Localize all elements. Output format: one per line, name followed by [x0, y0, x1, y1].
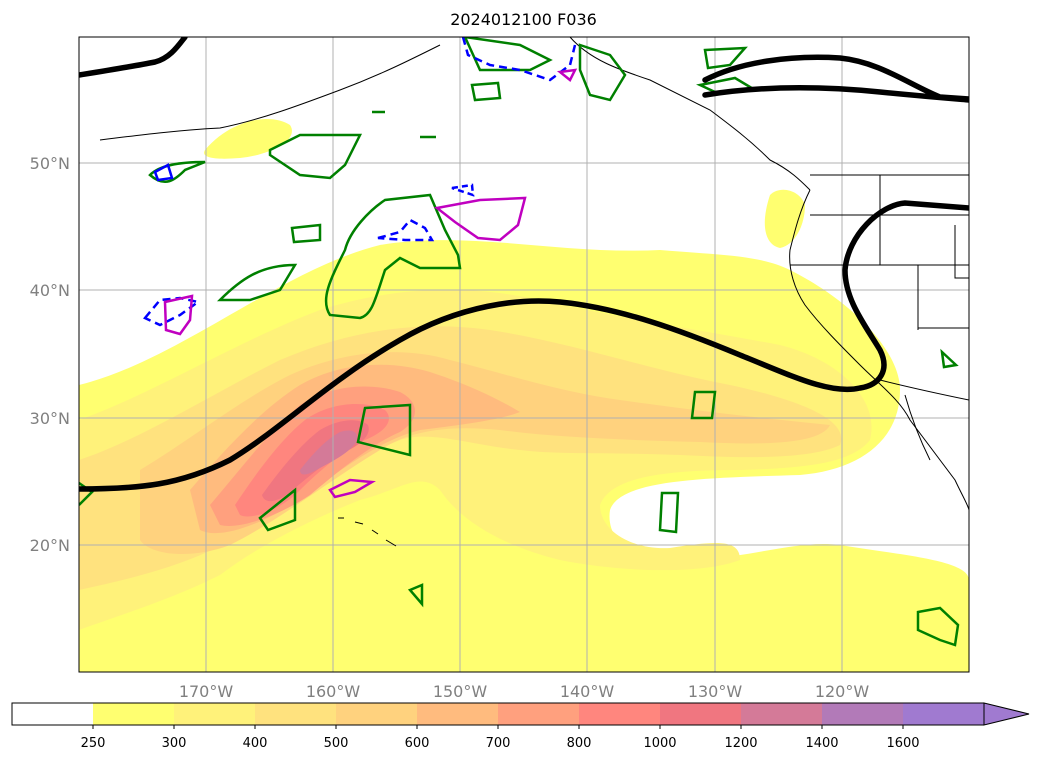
colorbar-segment [12, 703, 94, 725]
colorbar-tick-label: 300 [162, 736, 187, 751]
green-contour-4 [290, 223, 322, 244]
lon-label: 140°W [560, 682, 615, 701]
green-contour-16 [407, 583, 424, 608]
colorbar-segment [903, 703, 984, 725]
map-title: 2024012100 F036 [450, 10, 597, 29]
lon-labels: 170°W 160°W 150°W 140°W 130°W 120°W [179, 682, 870, 701]
green-contour-18 [79, 481, 94, 506]
baja-california [904, 394, 931, 461]
colorbar-segment [498, 703, 580, 725]
lon-label: 150°W [433, 682, 488, 701]
green-contour-8 [578, 43, 627, 102]
green-contour-9 [703, 46, 748, 70]
thick-contour-main [79, 200, 969, 492]
magenta-contours [163, 68, 578, 499]
gridlines [79, 37, 969, 672]
lat-label: 30°N [30, 409, 70, 428]
green-contours [79, 37, 960, 647]
colorbar-tick-label: 500 [324, 736, 349, 751]
colorbar-segment [336, 703, 418, 725]
colorbar-tick-label: 250 [81, 736, 106, 751]
alaska-coast [569, 37, 811, 191]
thick-contour-north [702, 54, 969, 102]
colorbar-extend-arrow [983, 702, 1030, 726]
blue-solid-1 [153, 163, 174, 182]
map-frame [78, 36, 970, 673]
colorbar-segment [579, 703, 661, 725]
thick-contour-north-2 [702, 85, 969, 103]
thick-contours [79, 37, 969, 492]
magenta-contour-3 [328, 478, 376, 499]
colorbar-segment [660, 703, 742, 725]
green-contour-12 [258, 487, 297, 532]
magenta-contour-1 [434, 196, 527, 242]
lat-label: 50°N [30, 154, 70, 173]
green-contour-11 [356, 403, 412, 457]
green-contour-7 [470, 81, 502, 102]
us-state-lines [790, 174, 969, 330]
lon-label: 160°W [306, 682, 361, 701]
hawaii-islands [338, 517, 397, 547]
mexico-border [879, 379, 969, 401]
green-contour-14 [658, 491, 680, 534]
aleutian-islands [99, 44, 441, 141]
blue-dashed-1 [461, 37, 577, 82]
green-contour-6 [463, 37, 553, 72]
thick-contour-nw [79, 37, 188, 78]
colorbar-tick-label: 400 [243, 736, 268, 751]
green-contour-1 [268, 133, 363, 180]
lon-label: 130°W [688, 682, 743, 701]
colorbar-tick-label: 600 [405, 736, 430, 751]
green-contour-3 [216, 263, 298, 302]
blue-dashed-2 [143, 296, 201, 327]
magenta-contour-2 [163, 294, 194, 336]
lat-labels: 50°N 40°N 30°N 20°N [30, 154, 70, 555]
green-contour-13 [690, 390, 717, 420]
lon-label: 120°W [815, 682, 870, 701]
colorbar-tick-label: 800 [567, 736, 592, 751]
lat-label: 40°N [30, 281, 70, 300]
colorbar-tick-label: 1000 [643, 736, 676, 751]
green-contour-17 [940, 348, 959, 369]
colorbar-segment [174, 703, 256, 725]
colorbar-segment [417, 703, 499, 725]
lon-label: 170°W [179, 682, 234, 701]
blue-dashed-4 [451, 183, 475, 197]
blue-dashed-3 [377, 218, 435, 242]
ivt-band-1200 [300, 430, 358, 475]
colorbar-segment [93, 703, 175, 725]
blue-contours [143, 37, 577, 327]
colorbar-tick-label: 1200 [724, 736, 757, 751]
green-contour-2 [324, 193, 462, 320]
ivt-band-250-coast [764, 189, 805, 248]
colorbar: 250 300 400 500 600 700 800 1000 1200 1400 1600 [11, 702, 1030, 751]
lat-label: 20°N [30, 536, 70, 555]
colorbar-tick-label: 700 [486, 736, 511, 751]
magenta-contour-4 [556, 68, 578, 82]
colorbar-tick-label: 1400 [805, 736, 838, 751]
colorbar-segment [741, 703, 823, 725]
green-contour-19 [372, 110, 436, 139]
green-contour-15 [916, 606, 960, 647]
north-america-coast [789, 189, 969, 511]
colorbar-tick-label: 1600 [886, 736, 919, 751]
colorbar-segment [255, 703, 337, 725]
coastlines [99, 37, 969, 547]
colorbar-segment [822, 703, 904, 725]
